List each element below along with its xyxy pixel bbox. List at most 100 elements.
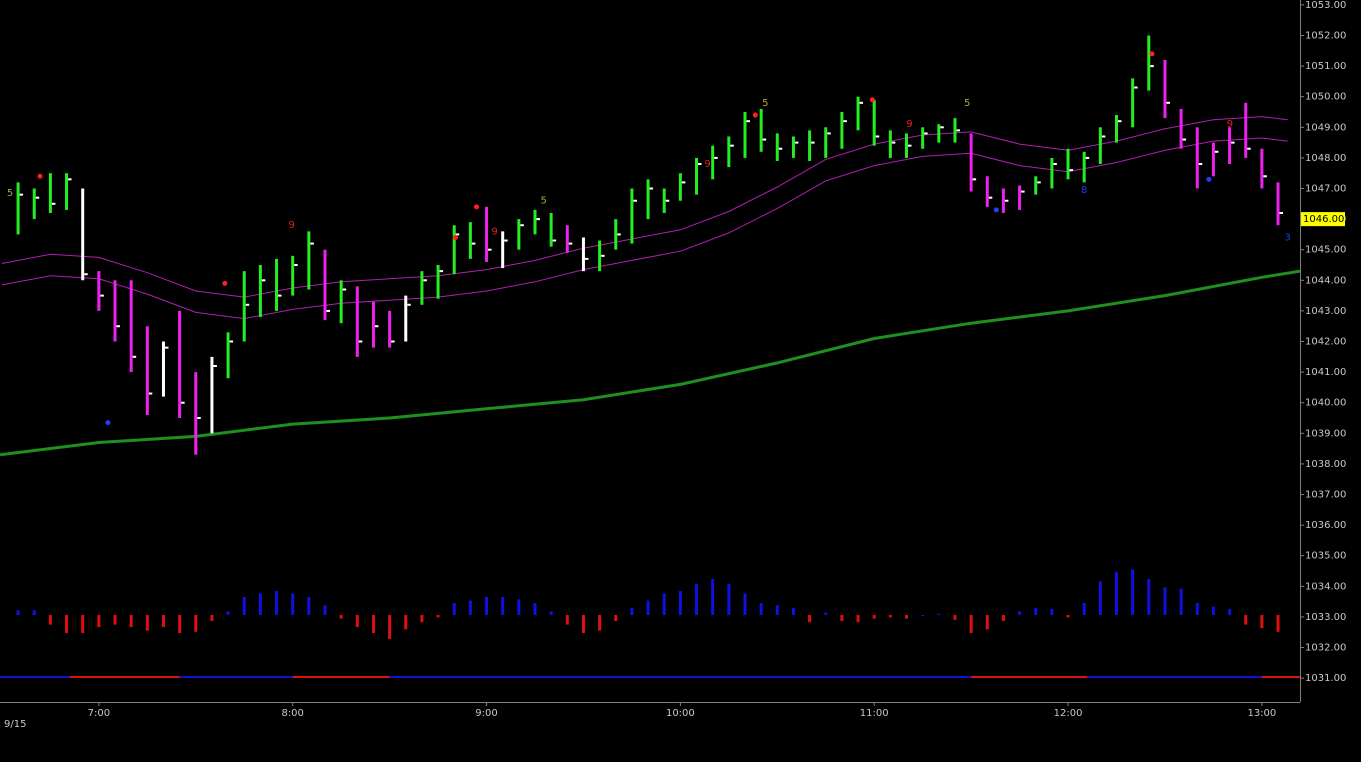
last-price-box <box>1301 212 1345 227</box>
oscillator-bar <box>1066 615 1070 618</box>
y-tick-label: 1034.00 <box>1305 581 1346 592</box>
average-line <box>1 137 1288 320</box>
oscillator-bar <box>226 611 230 615</box>
oscillator-bar <box>953 615 957 620</box>
y-tick-label: 1047.00 <box>1305 184 1346 195</box>
signal-dot <box>1149 51 1155 57</box>
oscillator-bar <box>258 593 262 615</box>
oscillator-bar <box>775 605 779 615</box>
last-price-label: 1046.00 <box>1303 214 1344 225</box>
oscillator-bar <box>872 615 876 619</box>
oscillator-bar <box>129 615 133 627</box>
count-label: 9 <box>906 119 912 130</box>
average-line <box>1 116 1288 298</box>
oscillator-bar <box>16 610 20 615</box>
oscillator-bar <box>436 615 440 618</box>
oscillator-bar <box>485 597 489 615</box>
count-label: 5 <box>762 98 768 109</box>
y-tick-label: 1043.00 <box>1305 306 1346 317</box>
oscillator-bar <box>1001 615 1005 621</box>
oscillator-bar <box>420 615 424 623</box>
oscillator-bar <box>210 615 214 621</box>
oscillator-bar <box>614 615 618 621</box>
oscillator-bar <box>1115 571 1119 615</box>
signal-dot <box>105 420 111 426</box>
y-tick-label: 1035.00 <box>1305 551 1346 562</box>
oscillator-bar <box>113 615 117 625</box>
y-tick-label: 1051.00 <box>1305 61 1346 72</box>
oscillator-bar <box>565 615 569 625</box>
oscillator-bar <box>1228 609 1232 615</box>
oscillator-bar <box>1131 569 1135 615</box>
oscillator-bar <box>824 612 828 615</box>
oscillator-bar <box>727 583 731 615</box>
oscillator-bar <box>695 583 699 615</box>
oscillator-bar <box>1098 581 1102 615</box>
signal-dot <box>752 112 758 118</box>
y-tick-label: 1053.00 <box>1305 0 1346 11</box>
oscillator-bar <box>808 615 812 623</box>
y-tick-label: 1045.00 <box>1305 245 1346 256</box>
x-tick-label: 11:00 <box>860 708 889 719</box>
oscillator-bar <box>1195 603 1199 615</box>
oscillator-bar <box>275 591 279 615</box>
oscillator-bar <box>985 615 989 630</box>
signal-dot <box>222 280 228 286</box>
y-tick-label: 1050.00 <box>1305 92 1346 103</box>
x-tick-label: 12:00 <box>1054 708 1083 719</box>
signal-dot <box>453 234 459 240</box>
count-label: 9 <box>491 226 497 237</box>
oscillator-bar <box>1034 607 1038 615</box>
oscillator-bar <box>97 615 101 627</box>
oscillator-bar <box>1260 615 1264 629</box>
oscillator-bar <box>969 615 973 633</box>
oscillator-bar <box>856 615 860 623</box>
oscillator-bar <box>501 597 505 615</box>
x-tick-label: 9:00 <box>475 708 497 719</box>
x-tick-label: 7:00 <box>88 708 110 719</box>
average-line <box>0 269 1301 457</box>
oscillator-bar <box>711 579 715 615</box>
oscillator-bar <box>1179 588 1183 615</box>
y-tick-label: 1037.00 <box>1305 490 1346 501</box>
count-label: 9 <box>289 220 295 231</box>
x-tick-label: 8:00 <box>281 708 303 719</box>
count-label: 9 <box>704 159 710 170</box>
oscillator-bar <box>662 593 666 615</box>
oscillator-bar <box>743 593 747 615</box>
oscillator-bar <box>307 597 311 615</box>
oscillator-bar <box>339 615 343 619</box>
signal-dot <box>993 207 999 213</box>
x-tick-label: 10:00 <box>666 708 695 719</box>
y-tick-label: 1042.00 <box>1305 337 1346 348</box>
oscillator-bar <box>1244 615 1248 625</box>
oscillator-bar <box>355 615 359 627</box>
oscillator-bar <box>905 615 909 619</box>
oscillator-bar <box>1147 579 1151 615</box>
oscillator-bar <box>937 613 941 615</box>
oscillator-bar <box>549 611 553 615</box>
y-tick-label: 1040.00 <box>1305 398 1346 409</box>
count-label: 5 <box>541 196 547 207</box>
y-tick-label: 1049.00 <box>1305 122 1346 133</box>
oscillator-bar <box>598 615 602 631</box>
oscillator-bar <box>1276 615 1280 632</box>
oscillator-bar <box>145 615 149 631</box>
oscillator-bar <box>533 603 537 615</box>
y-tick-label: 1052.00 <box>1305 30 1346 41</box>
oscillator-bar <box>81 615 85 633</box>
oscillator-bar <box>388 615 392 639</box>
oscillator-bar <box>581 615 585 633</box>
oscillator-bar <box>178 615 182 633</box>
oscillator-bar <box>161 615 165 627</box>
oscillator-bar <box>646 600 650 615</box>
y-tick-label: 1033.00 <box>1305 612 1346 623</box>
oscillator-bar <box>468 600 472 615</box>
count-label: 5 <box>964 98 970 109</box>
oscillator-bar <box>371 615 375 633</box>
signal-dot <box>474 204 480 210</box>
x-tick-label: 13:00 <box>1247 708 1276 719</box>
count-label: 3 <box>1285 232 1291 243</box>
